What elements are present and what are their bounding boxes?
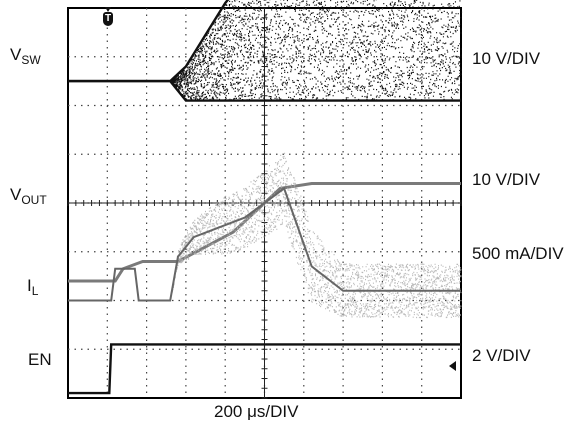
time-base-label: 200 μs/DIV	[214, 402, 299, 421]
trace-il	[68, 186, 461, 302]
trace-en	[68, 343, 461, 395]
channel-label-vsw: VSW	[10, 45, 41, 67]
channel-label-en: EN	[28, 350, 52, 369]
channel-label-il: IL	[27, 276, 39, 298]
scale-label-en: 2 V/DIV	[472, 346, 531, 365]
channel-label-vout: VOUT	[10, 185, 47, 207]
ref-level-arrow-icon	[449, 361, 456, 371]
plot-area	[67, 0, 463, 399]
scale-label-vout: 10 V/DIV	[472, 170, 541, 189]
scale-label-il: 500 mA/DIV	[472, 244, 564, 263]
trigger-marker: T	[103, 7, 113, 29]
scale-label-vsw: 10 V/DIV	[472, 49, 541, 68]
trace-vsw-lower	[68, 79, 461, 102]
